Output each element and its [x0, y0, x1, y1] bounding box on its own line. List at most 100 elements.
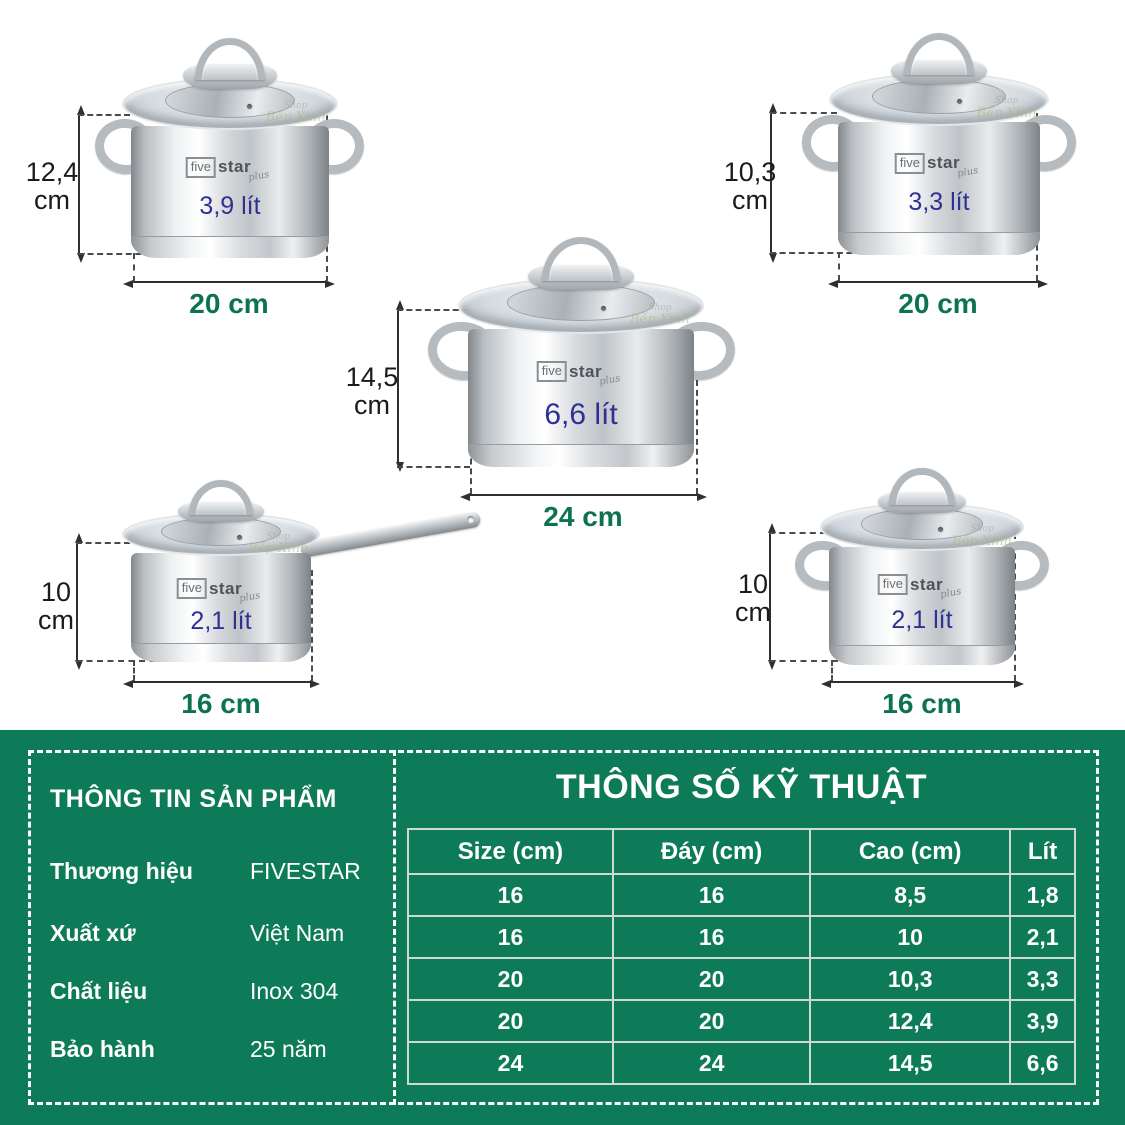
lid-steel-center: [164, 83, 296, 119]
cell: 20: [407, 999, 614, 1043]
cell: 6,6: [1009, 1041, 1076, 1085]
width-label: 16 cm: [882, 688, 962, 719]
guide-line: [397, 466, 470, 468]
info-label: Chất liệu: [50, 978, 148, 1004]
cell: 8,5: [809, 873, 1012, 917]
col-header-bottom: Đáy (cm): [611, 828, 812, 875]
info-label: Xuất xứ: [50, 920, 136, 946]
info-label: Bảo hành: [50, 1036, 155, 1062]
info-value: FIVESTAR: [250, 858, 361, 884]
table-row: 20 20 12,4 3,9: [407, 999, 1076, 1043]
dashed-border: [28, 750, 1099, 1105]
col-header-height: Cao (cm): [809, 828, 1012, 875]
cell: 20: [407, 957, 614, 1001]
pot-base: [828, 644, 1016, 665]
height-arrow: [768, 523, 776, 670]
cell: 24: [611, 1041, 812, 1085]
guide-line: [133, 660, 135, 681]
width-arrow: [460, 493, 707, 501]
height-label: 10 cm: [38, 577, 74, 636]
specs-header-row: Size (cm) Đáy (cm) Cao (cm) Lít: [407, 828, 1076, 875]
height-label: 10,3 cm: [723, 157, 777, 216]
guide-line: [311, 570, 313, 681]
table-row: 16 16 8,5 1,8: [407, 873, 1076, 917]
info-value: Việt Nam: [250, 920, 345, 946]
lid-handle-icon: [195, 38, 265, 80]
shop-watermark: Shop Bếp Xinh: [629, 302, 691, 328]
lid-handle-icon: [889, 468, 955, 506]
guide-line: [78, 253, 170, 255]
height-arrow: [77, 105, 85, 263]
cell: 16: [407, 915, 614, 959]
cell: 10,3: [809, 957, 1012, 1001]
guide-line: [133, 253, 135, 282]
pot-2-1l-photo: Shop Bếp Xinh five star plus 2,1 lít: [792, 468, 1052, 665]
guide-line: [769, 532, 826, 534]
height-label: 12,4 cm: [25, 157, 79, 216]
width-label: 16 cm: [181, 688, 261, 719]
capacity-label: 2,1 lít: [891, 605, 953, 634]
fivestar-logo: five star plus: [877, 574, 967, 601]
guide-line: [769, 660, 859, 662]
lid-vent-hole-icon: [235, 533, 243, 541]
width-label: 24 cm: [543, 501, 623, 532]
fivestar-logo: five star plus: [176, 578, 266, 605]
pot-base: [131, 235, 329, 258]
cell: 12,4: [809, 999, 1012, 1043]
shop-watermark: Shop Bếp Xinh: [976, 96, 1037, 121]
width-arrow: [123, 680, 320, 688]
pot-base: [838, 232, 1040, 255]
shop-watermark: Shop Bếp Xinh: [248, 531, 309, 557]
cell: 20: [611, 957, 812, 1001]
lid-handle-icon: [189, 480, 253, 515]
saucepan-2-1l-photo: Shop Bếp Xinh five star plus 2,1 lít: [122, 480, 482, 662]
lid-vent-hole-icon: [955, 98, 963, 106]
info-label: Thương hiệu: [50, 858, 193, 884]
capacity-label: 3,9 lít: [199, 192, 261, 220]
pot-body: [828, 546, 1016, 665]
pot-6-6l-photo: Shop Bếp Xinh five star plus 6,6 lít: [424, 237, 738, 467]
fivestar-logo: five star plus: [894, 152, 984, 179]
capacity-label: 6,6 lít: [544, 398, 618, 431]
shop-watermark: Shop Bếp Xinh: [265, 100, 326, 126]
cell: 14,5: [809, 1041, 1012, 1085]
lid-handle-icon: [903, 33, 975, 76]
pot-body: [468, 329, 694, 467]
guide-line: [696, 380, 698, 494]
cell: 3,9: [1009, 999, 1076, 1043]
height-label: 10 cm: [735, 569, 771, 628]
fivestar-logo: five star plus: [536, 361, 626, 388]
lid-vent-hole-icon: [599, 304, 607, 312]
capacity-label: 3,3 lít: [908, 188, 970, 217]
col-header-size: Size (cm): [407, 828, 614, 875]
width-label: 20 cm: [898, 288, 978, 319]
cell: 3,3: [1009, 957, 1076, 1001]
guide-line: [770, 112, 837, 114]
fivestar-logo: five star plus: [185, 156, 275, 183]
pot-3-9l-photo: Shop Bếp Xinh five star plus 3,9 lít: [92, 38, 368, 258]
lid-vent-hole-icon: [246, 102, 254, 110]
width-arrow: [828, 280, 1048, 288]
height-arrow: [75, 533, 83, 670]
pot-body: [838, 121, 1040, 255]
table-row: 20 20 10,3 3,3: [407, 957, 1076, 1001]
cell: 16: [611, 915, 812, 959]
product-info-title: THÔNG TIN SẢN PHẨM: [50, 785, 337, 813]
cell: 1,8: [1009, 873, 1076, 917]
pot-base: [468, 443, 694, 467]
table-row: 16 16 10 2,1: [407, 915, 1076, 959]
guide-line: [76, 542, 130, 544]
guide-line: [397, 309, 468, 311]
info-value: Inox 304: [250, 978, 339, 1004]
pot-base: [130, 643, 312, 662]
guide-line: [831, 660, 833, 681]
saucepan-long-handle: [299, 510, 482, 559]
table-row: 24 24 14,5 6,6: [407, 1041, 1076, 1085]
lid-vent-hole-icon: [937, 526, 945, 534]
cell: 16: [407, 873, 614, 917]
guide-line: [770, 252, 862, 254]
cell: 16: [611, 873, 812, 917]
shop-watermark: Shop Bếp Xinh: [952, 524, 1013, 549]
cell: 20: [611, 999, 812, 1043]
width-arrow: [123, 280, 335, 288]
